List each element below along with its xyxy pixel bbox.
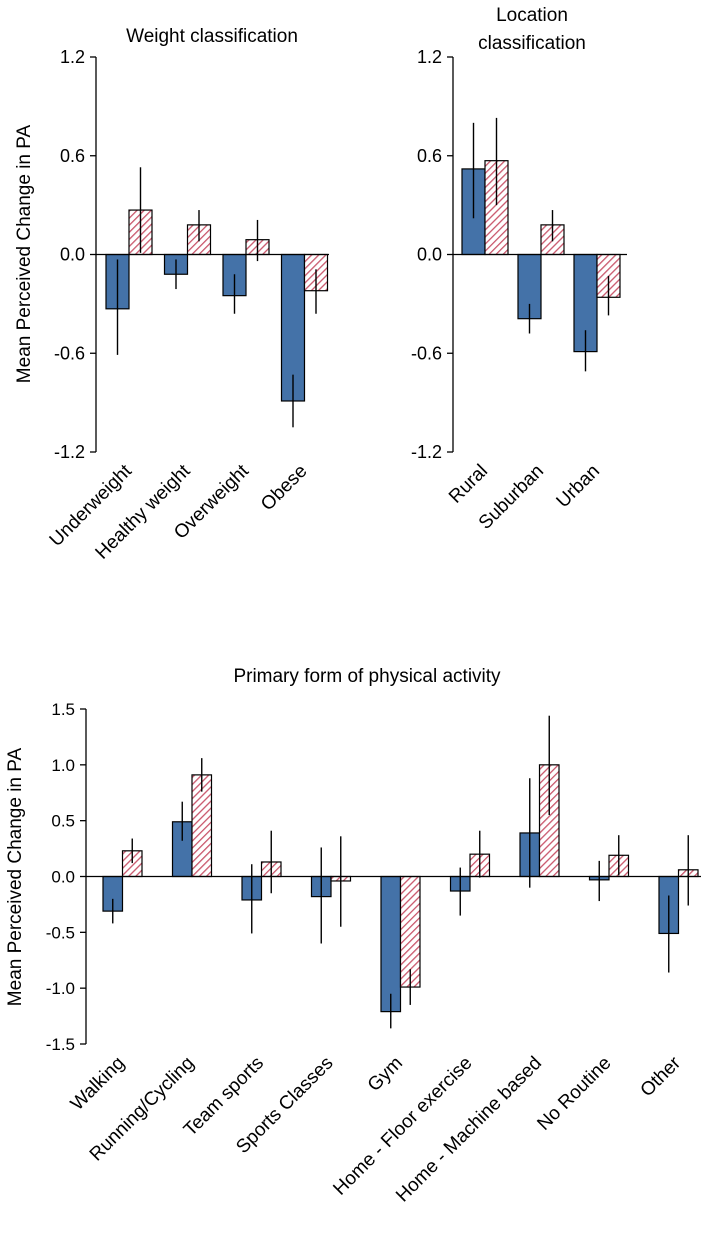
y-tick-label: 1.2 <box>60 47 85 67</box>
physical-activity-chart: Primary form of physical activity Mean P… <box>5 666 701 1206</box>
x-category-label: Rural <box>445 461 492 508</box>
y-tick-label: -1.2 <box>54 442 85 462</box>
x-category-label: Walking <box>67 1053 129 1115</box>
x-category-label: Home - Floor exercise <box>329 1053 476 1200</box>
y-tick-label: 1.2 <box>417 47 442 67</box>
y-tick-label: 1.0 <box>51 756 75 775</box>
x-category-label: Urban <box>553 461 604 512</box>
bar-series-1 <box>380 875 402 1013</box>
x-category-label: Obese <box>257 461 311 515</box>
y-tick-label: -0.6 <box>411 343 442 363</box>
chart-title-line-1: Location <box>496 5 568 26</box>
x-category-label: Other <box>637 1052 686 1101</box>
weight-classification-chart: Weight classification Mean Perceived Cha… <box>14 26 329 564</box>
y-tick-label: 0.0 <box>51 868 75 887</box>
chart-title-line-2: classification <box>478 33 586 54</box>
y-tick-label: 0.6 <box>60 146 85 166</box>
y-tick-label: 0.0 <box>417 245 442 265</box>
y-tick-label: 1.5 <box>51 700 75 719</box>
y-tick-label: 0.0 <box>60 245 85 265</box>
x-category-label: No Routine <box>533 1053 615 1135</box>
x-category-label: Home - Machine based <box>392 1053 546 1207</box>
y-tick-label: 0.6 <box>417 146 442 166</box>
y-axis-label: Mean Perceived Change in PA <box>5 747 26 1006</box>
y-tick-label: 0.5 <box>51 812 75 831</box>
chart-title: Primary form of physical activity <box>233 666 501 687</box>
y-tick-label: -1.2 <box>411 442 442 462</box>
y-tick-label: -0.5 <box>46 923 75 942</box>
y-tick-label: -1.0 <box>46 979 75 998</box>
chart-title: Weight classification <box>126 26 298 47</box>
y-axis-label: Mean Perceived Change in PA <box>14 124 35 383</box>
y-tick-label: -0.6 <box>54 343 85 363</box>
location-classification-chart: Location classification 1.2 0.6 0.0 -0.6 -1.… <box>411 5 627 534</box>
x-category-label: Gym <box>364 1053 407 1096</box>
y-tick-label: -1.5 <box>46 1035 75 1054</box>
